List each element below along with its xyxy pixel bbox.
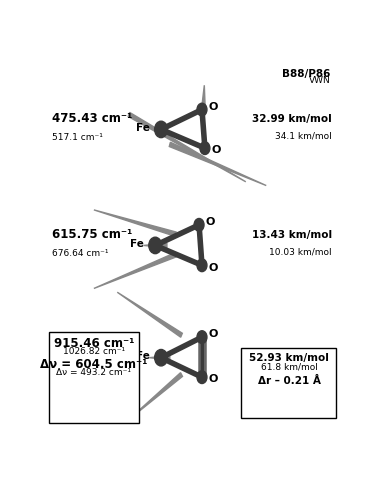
Text: B88/P86: B88/P86 <box>282 69 331 79</box>
Circle shape <box>197 331 207 344</box>
Polygon shape <box>129 373 182 419</box>
Polygon shape <box>128 112 246 182</box>
Text: 517.1 cm⁻¹: 517.1 cm⁻¹ <box>52 133 103 142</box>
Text: 10.03 km/mol: 10.03 km/mol <box>270 248 332 257</box>
FancyBboxPatch shape <box>241 348 336 417</box>
Circle shape <box>155 121 167 138</box>
Polygon shape <box>144 243 167 248</box>
Circle shape <box>155 349 167 366</box>
Text: Fe: Fe <box>135 351 149 361</box>
Text: O: O <box>208 329 218 339</box>
Polygon shape <box>202 85 205 108</box>
Circle shape <box>197 103 207 116</box>
Polygon shape <box>117 292 182 337</box>
Circle shape <box>197 259 207 272</box>
Text: 676.64 cm⁻¹: 676.64 cm⁻¹ <box>52 249 108 258</box>
Text: O: O <box>208 102 218 112</box>
Text: O: O <box>205 217 215 227</box>
Text: O: O <box>211 145 221 156</box>
Text: 13.43 km/mol: 13.43 km/mol <box>252 230 332 240</box>
Text: 34.1 km/mol: 34.1 km/mol <box>275 132 332 140</box>
Text: 915.46 cm⁻¹: 915.46 cm⁻¹ <box>54 337 134 350</box>
Text: Δν = 493.2 cm⁻¹: Δν = 493.2 cm⁻¹ <box>57 368 131 377</box>
Text: O: O <box>208 262 218 273</box>
Circle shape <box>197 371 207 383</box>
Text: 615.75 cm⁻¹: 615.75 cm⁻¹ <box>52 228 132 242</box>
Polygon shape <box>149 355 170 360</box>
Text: Fe: Fe <box>130 239 144 249</box>
Text: 475.43 cm⁻¹: 475.43 cm⁻¹ <box>52 112 132 125</box>
FancyBboxPatch shape <box>49 331 139 423</box>
Polygon shape <box>94 210 176 236</box>
Text: 52.93 km/mol: 52.93 km/mol <box>249 353 329 363</box>
Text: 61.8 km/mol: 61.8 km/mol <box>261 362 317 371</box>
Text: O: O <box>208 374 218 384</box>
Text: 32.99 km/mol: 32.99 km/mol <box>252 114 332 124</box>
Circle shape <box>149 237 162 254</box>
Polygon shape <box>169 142 266 186</box>
Circle shape <box>194 219 204 231</box>
Text: VWN: VWN <box>309 76 331 85</box>
Text: Δν = 604.5 cm⁻¹: Δν = 604.5 cm⁻¹ <box>40 358 147 371</box>
Circle shape <box>200 142 210 155</box>
Text: 1026.82 cm⁻¹: 1026.82 cm⁻¹ <box>63 347 125 356</box>
Text: Fe: Fe <box>135 123 149 133</box>
Polygon shape <box>94 253 176 289</box>
Text: Δr – 0.21 Å: Δr – 0.21 Å <box>257 376 320 386</box>
